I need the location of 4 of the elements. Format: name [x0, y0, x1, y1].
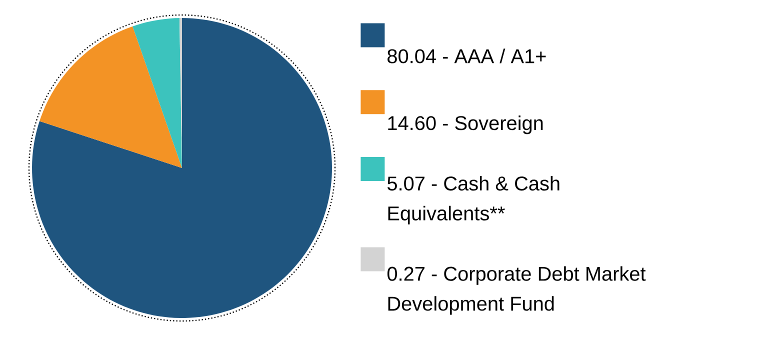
legend-label: 14.60 - Sovereign [388, 116, 543, 134]
legend-label: 80.04 - AAA / A1+ [388, 48, 546, 64]
legend-label: 0.27 - Corporate Debt Market Development Fund [387, 266, 646, 315]
legend-label: 5.07 - Cash & Cash Equivalents** [387, 176, 560, 224]
